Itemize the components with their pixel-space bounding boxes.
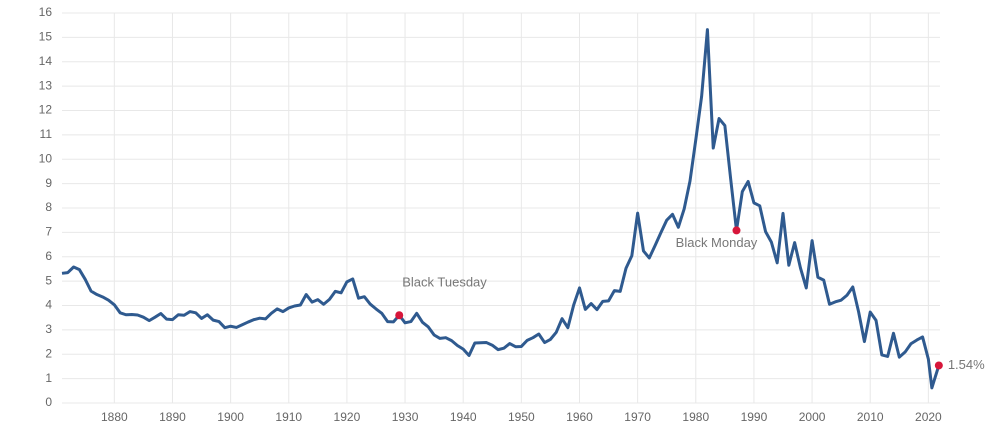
x-tick-label: 1910 [275, 410, 302, 424]
x-tick-label: 1920 [334, 410, 361, 424]
annotation-label: Black Monday [676, 235, 758, 250]
y-tick-label: 10 [39, 151, 53, 165]
y-tick-label: 8 [45, 200, 52, 214]
y-tick-label: 16 [39, 5, 53, 19]
y-tick-label: 5 [45, 273, 52, 287]
annotation-marker [732, 226, 741, 235]
y-tick-label: 7 [45, 225, 52, 239]
annotation-label: 1.54% [948, 357, 985, 372]
y-tick-label: 9 [45, 176, 52, 190]
annotation-label: Black Tuesday [402, 275, 487, 290]
x-tick-label: 1970 [624, 410, 651, 424]
y-tick-label: 12 [39, 103, 53, 117]
x-tick-label: 2000 [799, 410, 826, 424]
x-tick-label: 1980 [682, 410, 709, 424]
x-tick-label: 1990 [741, 410, 768, 424]
y-tick-label: 6 [45, 249, 52, 263]
annotation-marker [395, 311, 404, 320]
x-tick-label: 1930 [392, 410, 419, 424]
x-tick-label: 1950 [508, 410, 535, 424]
y-tick-label: 14 [39, 54, 53, 68]
y-tick-label: 15 [39, 30, 53, 44]
y-tick-label: 13 [39, 78, 53, 92]
y-tick-label: 1 [45, 371, 52, 385]
x-tick-label: 1880 [101, 410, 128, 424]
x-tick-label: 1940 [450, 410, 477, 424]
x-tick-label: 1890 [159, 410, 186, 424]
x-tick-label: 2020 [915, 410, 942, 424]
y-tick-label: 11 [40, 127, 53, 141]
y-tick-label: 2 [45, 346, 52, 360]
y-tick-label: 3 [45, 322, 52, 336]
y-tick-label: 0 [45, 395, 52, 409]
x-tick-label: 2010 [857, 410, 884, 424]
x-tick-label: 1900 [217, 410, 244, 424]
x-tick-label: 1960 [566, 410, 593, 424]
annotation-marker [934, 361, 943, 370]
y-tick-label: 4 [45, 298, 52, 312]
line-series [61, 28, 941, 390]
